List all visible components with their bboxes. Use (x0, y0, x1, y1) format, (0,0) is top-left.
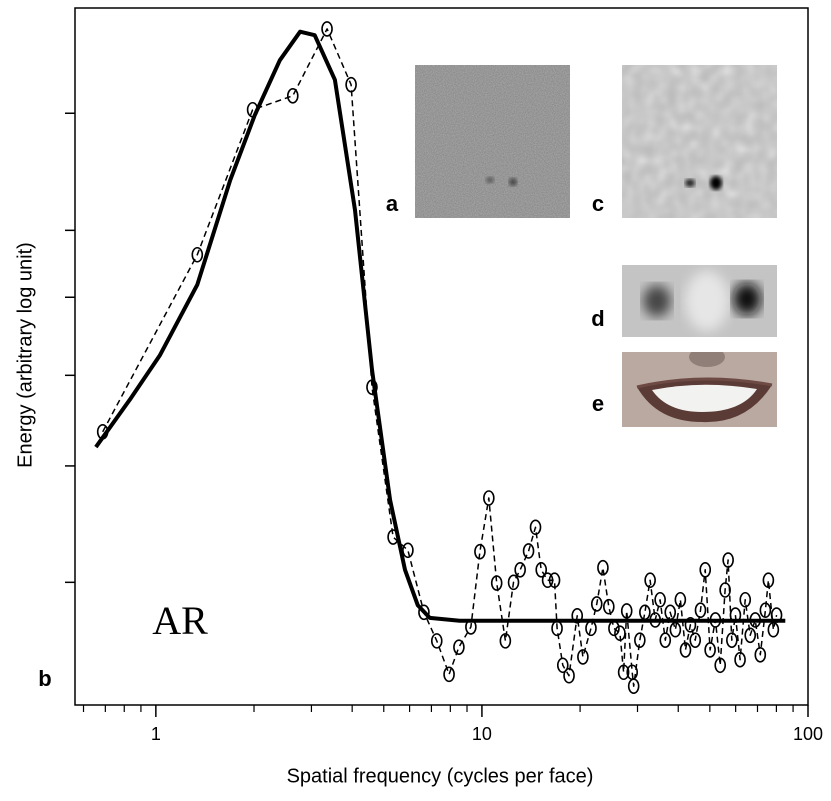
data-point (483, 490, 495, 506)
x-tick-label: 1 (151, 724, 161, 744)
data-point (699, 561, 712, 578)
data-point (694, 602, 707, 619)
data-point (654, 591, 666, 608)
data-point (191, 246, 204, 263)
inset-c (622, 65, 777, 218)
data-point (627, 678, 640, 694)
data-point (626, 664, 639, 681)
data-point (714, 657, 727, 674)
data-point (659, 632, 672, 648)
data-point (563, 667, 575, 684)
data-point (759, 602, 772, 619)
data-point (767, 621, 780, 638)
data-point (443, 666, 455, 683)
data-point (704, 642, 716, 658)
data-point (345, 76, 357, 93)
data-point (499, 633, 512, 649)
data-point (722, 552, 734, 568)
data-point (402, 542, 414, 559)
data-point (674, 591, 687, 608)
data-point (634, 632, 646, 648)
x-axis-label: Spatial frequency (cycles per face) (287, 765, 594, 787)
data-point (614, 625, 626, 642)
data-point (590, 596, 603, 612)
data-point (286, 88, 299, 104)
inset-a (415, 65, 570, 218)
data-point (603, 598, 615, 615)
data-point (577, 649, 589, 665)
data-point (548, 572, 561, 589)
inset-d (622, 265, 777, 337)
data-point (617, 664, 630, 681)
data-point (535, 561, 548, 578)
subject-label: AR (152, 598, 208, 643)
data-point (507, 574, 520, 591)
x-tick-label: 100 (793, 724, 823, 744)
panel-label: d (591, 306, 604, 331)
data-point (684, 617, 697, 633)
data-point (490, 575, 503, 591)
data-point (418, 604, 430, 621)
panel-label: b (38, 666, 51, 691)
data-point (597, 559, 609, 576)
panel-label: a (386, 191, 399, 216)
inset-e (622, 352, 777, 427)
data-point (453, 639, 465, 655)
data-point (571, 607, 584, 624)
data-point (719, 582, 731, 598)
data-point (522, 543, 535, 559)
y-axis-label: Energy (arbitrary log unit) (14, 242, 36, 468)
data-point (474, 543, 486, 560)
data-point (744, 627, 757, 644)
data-point (762, 572, 775, 589)
data-point (644, 572, 656, 589)
data-point (551, 620, 563, 637)
data-point (639, 604, 651, 621)
data-point (679, 642, 692, 658)
data-point (664, 604, 677, 621)
panel-label: e (592, 391, 604, 416)
data-point (754, 647, 767, 663)
data-point (734, 651, 746, 668)
data-point (321, 21, 333, 37)
data-point (585, 620, 597, 637)
data-line-smooth (94, 29, 786, 623)
data-point (529, 519, 542, 536)
data-point (739, 591, 752, 608)
data-line-dashed (102, 28, 778, 687)
data-point (620, 603, 633, 619)
data-point (689, 632, 702, 648)
data-point (514, 561, 526, 578)
data-point (669, 621, 682, 638)
x-tick-label: 10 (472, 724, 492, 744)
panel-label: c (592, 191, 604, 216)
data-point (726, 632, 738, 648)
data-point (541, 572, 554, 589)
data-point (556, 657, 569, 674)
plot-frame (74, 7, 809, 706)
data-point (430, 633, 443, 649)
